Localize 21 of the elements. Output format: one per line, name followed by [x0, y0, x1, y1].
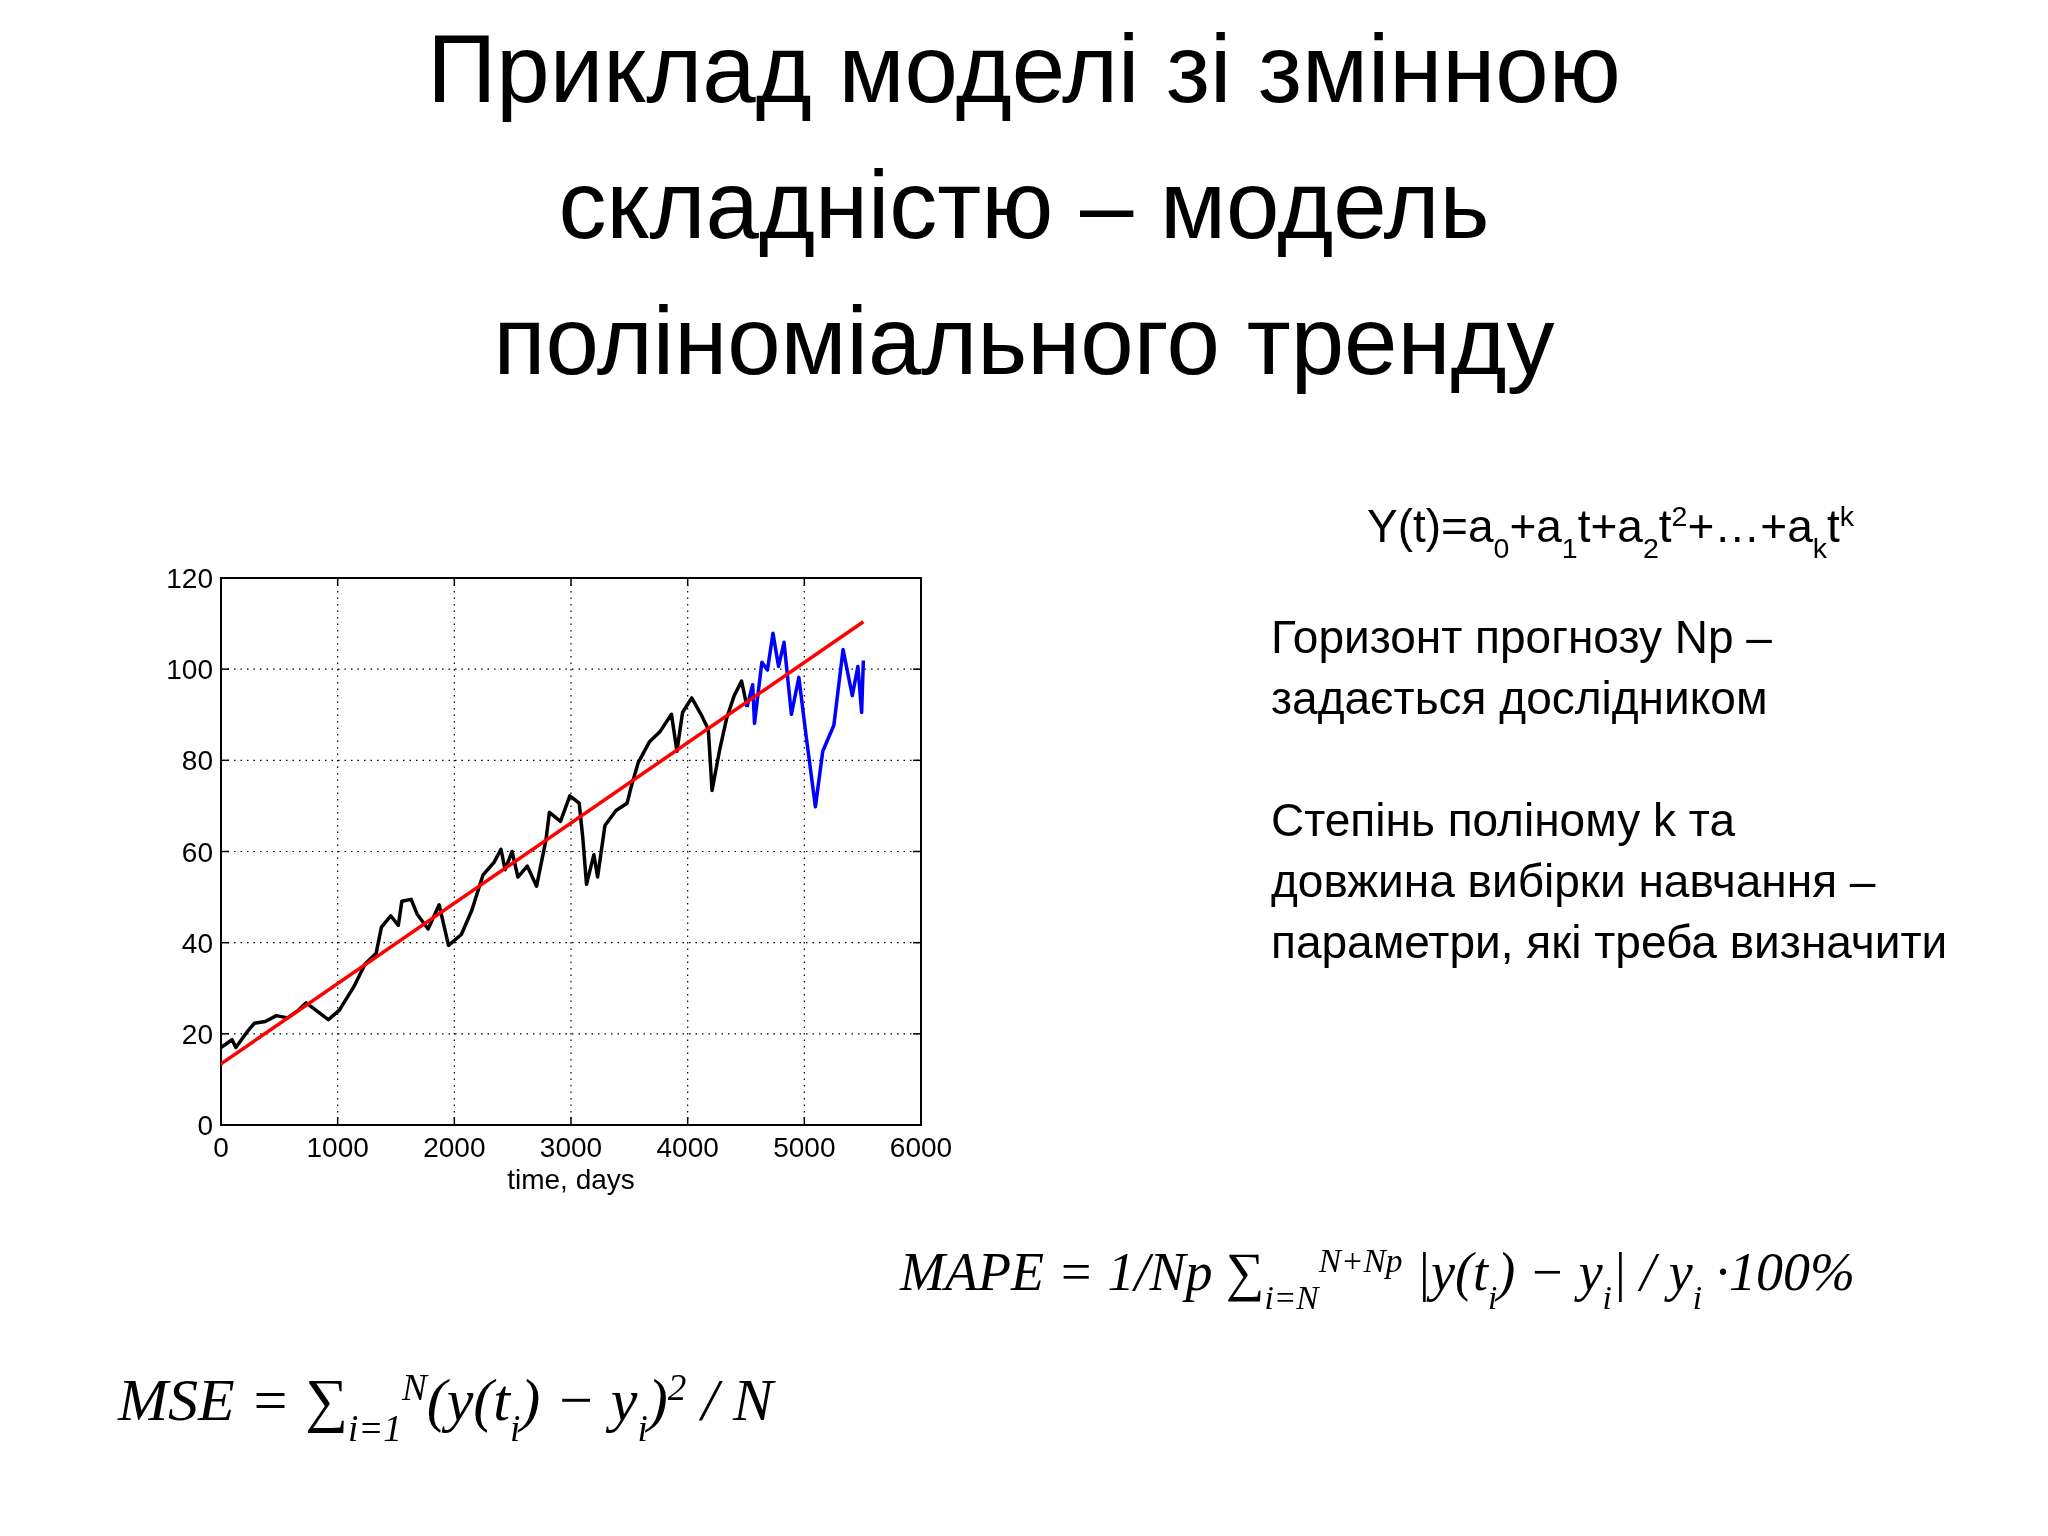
x-axis-title: time, days: [507, 1164, 635, 1195]
line-series: [745, 631, 866, 809]
y-tick-label: 100: [166, 654, 213, 686]
chart-title: Приклад моделі зі змінною складністю – модель поліноміального тренду: [427, 15, 1621, 394]
x-tick-label: 4000: [656, 1132, 719, 1163]
x-tick-label: 2000: [423, 1132, 486, 1163]
x-tick-label: 3000: [539, 1132, 603, 1163]
y-tick-label: 20: [181, 1018, 213, 1050]
x-tick-label: 5000: [773, 1132, 836, 1163]
y-tick-label: 60: [181, 836, 213, 868]
text: MAPE = 1/Np ∑$_{i=N}$$^{N+Np}$ |y(t$_{i}$) − y$_{i}$| / y$_{i}$ ·100%: [900, 1241, 1856, 1316]
y-tick-label: 40: [181, 927, 213, 959]
y-tick-label: 120: [166, 563, 213, 594]
text: Степінь поліному k та довжина вибірки навчання – параметри, які треба визначити: [1271, 794, 1948, 968]
y-tick-label: 0: [197, 1110, 213, 1141]
x-tick-label: 1000: [306, 1132, 369, 1163]
x-tick-label: 6000: [889, 1132, 953, 1163]
text: Горизонт прогнозу Np – задається дослідником: [1271, 611, 1773, 724]
text: Y(t)=a$_{0}$+a$_{1}$t+a$_{2}$t$^{2}$+…+a$_{k}$t$^{k}$: [1367, 500, 1855, 564]
text: MSE = ∑$_{i=1}$$^{N}$(y(t$_{i}$) − y$_{i}$)$^{2}$ / N: [118, 1366, 774, 1449]
y-tick-label: 80: [181, 745, 213, 777]
